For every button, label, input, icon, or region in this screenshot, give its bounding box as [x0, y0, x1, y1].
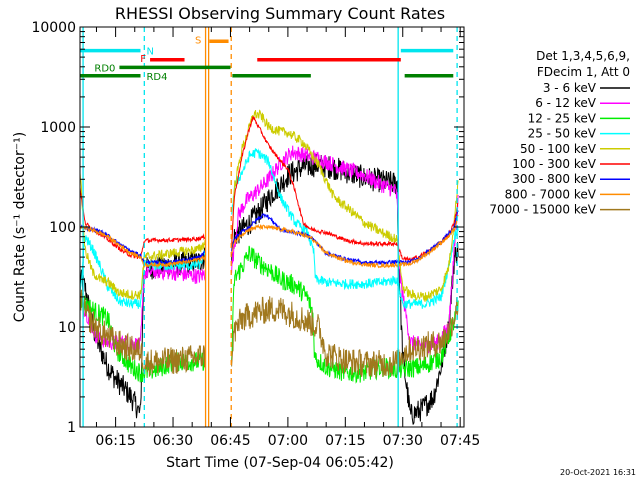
flag-label-s: S: [195, 35, 201, 46]
legend-label-4: 25 - 50 keV: [528, 127, 597, 141]
flag-bars: NF S RD0 RD4: [80, 35, 454, 83]
series-line-8: [79, 214, 459, 269]
chart-title: RHESSI Observing Summary Count Rates: [115, 4, 445, 23]
legend-label-5: 50 - 100 keV: [520, 142, 597, 156]
x-axis-ticks: 06:15 06:30 06:45 07:00 07:15 07:30 07:45: [95, 27, 480, 449]
x-tick-label: 07:45: [440, 433, 480, 449]
legend-label-6: 100 - 300 keV: [512, 157, 596, 171]
x-tick-label: 07:30: [383, 433, 423, 449]
legend-label-8: 800 - 7000 keV: [505, 187, 597, 201]
legend-label-3: 12 - 25 keV: [528, 111, 597, 125]
legend-label-9: 7000 - 15000 keV: [489, 203, 596, 217]
x-tick-label: 07:00: [268, 433, 308, 449]
series-line-6: [79, 115, 459, 264]
series-line-5: [79, 109, 459, 302]
legend-label-1: 3 - 6 keV: [543, 81, 597, 95]
y-tick-label: 100: [49, 220, 76, 236]
y-tick-label: 1: [67, 420, 76, 436]
flag-label-n: N: [146, 47, 153, 58]
flag-label-rd0: RD0: [94, 63, 115, 74]
legend: Det 1,3,4,5,6,9, FDecim 1, Att 0 3 - 6 k…: [489, 49, 630, 217]
y-tick-label: 10000: [31, 20, 76, 36]
y-tick-label: 1000: [40, 120, 76, 136]
legend-header-line-2: FDecim 1, Att 0: [537, 65, 630, 79]
x-tick-label: 06:45: [210, 433, 250, 449]
x-tick-label: 06:30: [153, 433, 193, 449]
series-layer: [79, 109, 459, 425]
flag-label-rd4: RD4: [146, 72, 167, 83]
legend-header-line-1: Det 1,3,4,5,6,9,: [536, 49, 630, 63]
legend-label-2: 6 - 12 keV: [535, 96, 597, 110]
x-tick-label: 06:15: [95, 433, 135, 449]
y-axis-label: Count Rate (s⁻¹ detector⁻¹): [12, 132, 28, 322]
flag-label-f: F: [140, 54, 146, 65]
footer-date: 20-Oct-2021 16:31: [560, 468, 636, 477]
x-axis-label: Start Time (07-Sep-04 06:05:42): [166, 455, 394, 471]
y-axis-ticks: 1 10 100 1000 10000: [31, 20, 464, 436]
series-line-9: [79, 286, 459, 378]
x-tick-label: 07:15: [325, 433, 365, 449]
legend-label-7: 300 - 800 keV: [512, 172, 596, 186]
y-tick-label: 10: [58, 320, 76, 336]
